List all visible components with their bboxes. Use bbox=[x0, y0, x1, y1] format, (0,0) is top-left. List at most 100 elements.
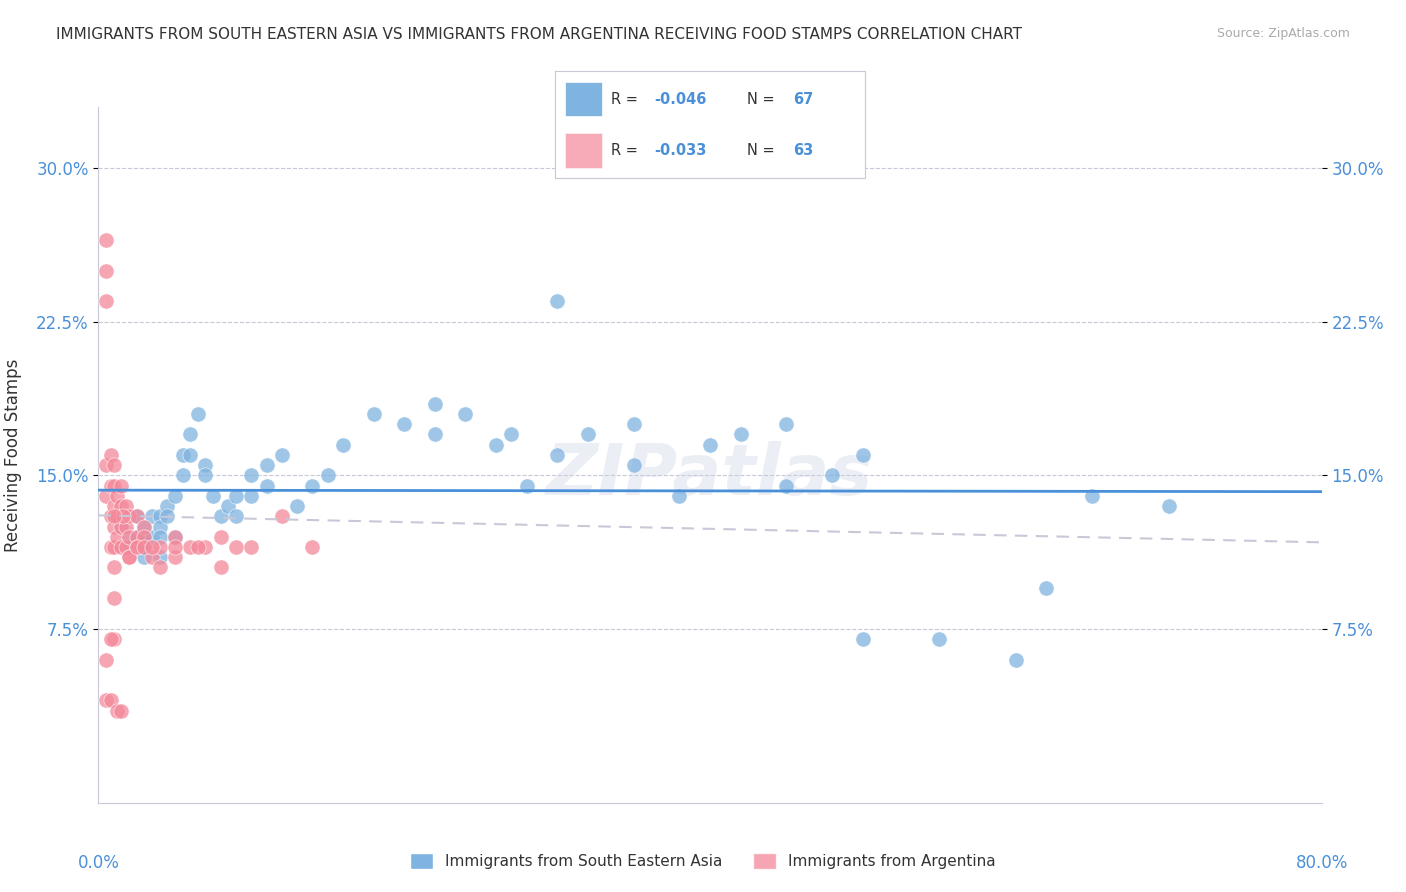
Immigrants from South Eastern Asia bbox=[202, 489, 225, 503]
Immigrants from South Eastern Asia bbox=[730, 427, 752, 442]
Immigrants from Argentina bbox=[103, 478, 125, 492]
Immigrants from South Eastern Asia bbox=[179, 448, 201, 462]
Immigrants from Argentina bbox=[118, 550, 141, 565]
Immigrants from Argentina bbox=[111, 509, 134, 524]
Immigrants from Argentina bbox=[125, 540, 148, 554]
Immigrants from South Eastern Asia bbox=[125, 509, 148, 524]
Immigrants from South Eastern Asia bbox=[118, 530, 141, 544]
Immigrants from Argentina bbox=[110, 704, 132, 718]
Immigrants from South Eastern Asia bbox=[501, 427, 523, 442]
Immigrants from South Eastern Asia bbox=[423, 427, 446, 442]
Immigrants from South Eastern Asia bbox=[125, 530, 148, 544]
Immigrants from Argentina bbox=[100, 448, 122, 462]
Immigrants from Argentina bbox=[103, 519, 125, 533]
Immigrants from Argentina bbox=[94, 264, 117, 278]
Immigrants from South Eastern Asia bbox=[928, 632, 950, 646]
Immigrants from South Eastern Asia bbox=[217, 499, 239, 513]
Immigrants from Argentina bbox=[179, 540, 201, 554]
Immigrants from Argentina bbox=[110, 478, 132, 492]
Immigrants from South Eastern Asia bbox=[156, 499, 179, 513]
Y-axis label: Receiving Food Stamps: Receiving Food Stamps bbox=[4, 359, 22, 551]
Immigrants from South Eastern Asia bbox=[172, 448, 194, 462]
Immigrants from South Eastern Asia bbox=[485, 438, 508, 452]
Immigrants from South Eastern Asia bbox=[256, 458, 278, 472]
Text: 80.0%: 80.0% bbox=[1295, 854, 1348, 872]
Text: R =: R = bbox=[612, 143, 643, 158]
Immigrants from Argentina bbox=[103, 509, 125, 524]
Immigrants from Argentina bbox=[110, 540, 132, 554]
Immigrants from South Eastern Asia bbox=[1157, 499, 1180, 513]
Immigrants from South Eastern Asia bbox=[156, 509, 179, 524]
Immigrants from Argentina bbox=[125, 530, 148, 544]
Legend: Immigrants from South Eastern Asia, Immigrants from Argentina: Immigrants from South Eastern Asia, Immi… bbox=[404, 847, 1002, 875]
Immigrants from South Eastern Asia bbox=[240, 489, 263, 503]
Immigrants from South Eastern Asia bbox=[141, 509, 163, 524]
Immigrants from South Eastern Asia bbox=[149, 509, 172, 524]
Immigrants from Argentina bbox=[118, 509, 141, 524]
Text: -0.046: -0.046 bbox=[654, 92, 707, 107]
Immigrants from Argentina bbox=[209, 530, 232, 544]
Immigrants from Argentina bbox=[134, 519, 156, 533]
Text: N =: N = bbox=[747, 143, 779, 158]
Immigrants from Argentina bbox=[103, 458, 125, 472]
Immigrants from Argentina bbox=[94, 458, 117, 472]
Immigrants from Argentina bbox=[103, 540, 125, 554]
Immigrants from South Eastern Asia bbox=[149, 519, 172, 533]
Text: -0.033: -0.033 bbox=[654, 143, 707, 158]
Immigrants from Argentina bbox=[100, 478, 122, 492]
Immigrants from Argentina bbox=[149, 540, 172, 554]
Immigrants from Argentina bbox=[115, 499, 138, 513]
FancyBboxPatch shape bbox=[565, 134, 602, 168]
Immigrants from Argentina bbox=[110, 519, 132, 533]
Immigrants from South Eastern Asia bbox=[1081, 489, 1104, 503]
Immigrants from Argentina bbox=[163, 540, 186, 554]
Immigrants from South Eastern Asia bbox=[699, 438, 721, 452]
Immigrants from Argentina bbox=[125, 540, 148, 554]
Immigrants from South Eastern Asia bbox=[546, 294, 568, 309]
Immigrants from South Eastern Asia bbox=[194, 458, 217, 472]
Immigrants from South Eastern Asia bbox=[134, 519, 156, 533]
Immigrants from South Eastern Asia bbox=[187, 407, 209, 421]
Immigrants from South Eastern Asia bbox=[454, 407, 477, 421]
Text: 0.0%: 0.0% bbox=[77, 854, 120, 872]
Immigrants from South Eastern Asia bbox=[363, 407, 385, 421]
Immigrants from South Eastern Asia bbox=[163, 530, 186, 544]
Text: 67: 67 bbox=[793, 92, 814, 107]
Immigrants from South Eastern Asia bbox=[623, 458, 645, 472]
Immigrants from Argentina bbox=[225, 540, 247, 554]
Immigrants from Argentina bbox=[163, 530, 186, 544]
Immigrants from South Eastern Asia bbox=[149, 550, 172, 565]
Immigrants from South Eastern Asia bbox=[423, 397, 446, 411]
Immigrants from South Eastern Asia bbox=[775, 417, 797, 432]
Immigrants from South Eastern Asia bbox=[118, 540, 141, 554]
Immigrants from Argentina bbox=[115, 540, 138, 554]
Immigrants from Argentina bbox=[103, 591, 125, 606]
Immigrants from Argentina bbox=[100, 540, 122, 554]
Immigrants from South Eastern Asia bbox=[172, 468, 194, 483]
Immigrants from Argentina bbox=[103, 499, 125, 513]
Immigrants from Argentina bbox=[118, 530, 141, 544]
Immigrants from Argentina bbox=[134, 540, 156, 554]
Immigrants from Argentina bbox=[105, 704, 128, 718]
Immigrants from South Eastern Asia bbox=[623, 417, 645, 432]
Immigrants from Argentina bbox=[105, 489, 128, 503]
Immigrants from South Eastern Asia bbox=[316, 468, 339, 483]
Immigrants from Argentina bbox=[209, 560, 232, 574]
Immigrants from South Eastern Asia bbox=[1004, 652, 1026, 666]
Immigrants from Argentina bbox=[100, 509, 122, 524]
Immigrants from Argentina bbox=[94, 489, 117, 503]
Immigrants from South Eastern Asia bbox=[546, 448, 568, 462]
Immigrants from Argentina bbox=[194, 540, 217, 554]
Immigrants from Argentina bbox=[270, 509, 292, 524]
Immigrants from South Eastern Asia bbox=[179, 427, 201, 442]
Immigrants from South Eastern Asia bbox=[209, 509, 232, 524]
Immigrants from Argentina bbox=[94, 652, 117, 666]
Immigrants from Argentina bbox=[100, 632, 122, 646]
Text: Source: ZipAtlas.com: Source: ZipAtlas.com bbox=[1216, 27, 1350, 40]
Text: 63: 63 bbox=[793, 143, 814, 158]
Immigrants from Argentina bbox=[115, 519, 138, 533]
Immigrants from South Eastern Asia bbox=[240, 468, 263, 483]
Text: IMMIGRANTS FROM SOUTH EASTERN ASIA VS IMMIGRANTS FROM ARGENTINA RECEIVING FOOD S: IMMIGRANTS FROM SOUTH EASTERN ASIA VS IM… bbox=[56, 27, 1022, 42]
Immigrants from South Eastern Asia bbox=[516, 478, 538, 492]
Immigrants from South Eastern Asia bbox=[332, 438, 354, 452]
